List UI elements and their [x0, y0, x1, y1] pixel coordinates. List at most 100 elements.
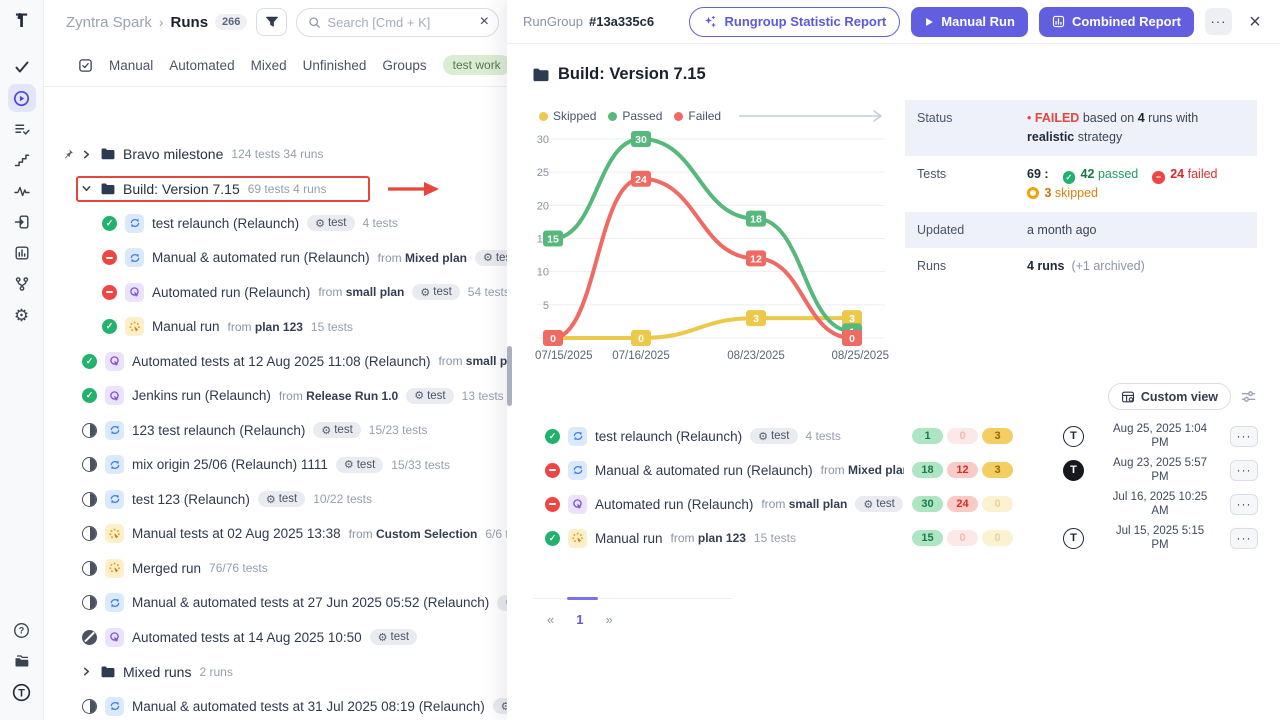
pagination-page-1[interactable]: 1	[576, 612, 584, 627]
rail-item-reports-icon[interactable]	[8, 239, 36, 267]
rungroup-statistic-report-button[interactable]: Rungroup Statistic Report	[689, 6, 901, 37]
tree-folder-row[interactable]: Mixed runs 2 runs	[44, 655, 507, 690]
rail-item-profile-icon[interactable]: T	[8, 678, 36, 706]
breadcrumb-page[interactable]: Runs	[170, 13, 209, 31]
row-more-button[interactable]: ···	[1230, 527, 1258, 549]
tree-run-row[interactable]: test 123 (Relaunch) ⚙ test 10/22 tests	[44, 482, 507, 517]
user-avatar[interactable]: T	[1063, 459, 1084, 481]
run-from: from Release Run 1.0	[278, 388, 399, 403]
rungroup-id: #13a335c6	[588, 14, 655, 29]
tree-run-row[interactable]: Manual & automated tests at 31 Jul 2025 …	[44, 689, 507, 719]
row-more-button[interactable]: ···	[1230, 493, 1258, 515]
tree-run-row[interactable]: Merged run 76/76 tests	[44, 551, 507, 586]
search-input[interactable]	[327, 14, 474, 30]
row-more-button[interactable]: ···	[1230, 459, 1258, 481]
tree-run-row[interactable]: Manual & automated run (Relaunch) from Mi…	[44, 241, 507, 276]
svg-text:25: 25	[537, 167, 549, 179]
tag-badge[interactable]: ⚙test	[313, 422, 361, 439]
rail-item-projects-icon[interactable]	[8, 647, 36, 675]
tree-run-row[interactable]: Automated tests at 14 Aug 2025 10:50 ⚙ tes…	[44, 620, 507, 655]
tree-run-row[interactable]: Jenkins run (Relaunch) from Release Run 1…	[44, 379, 507, 414]
svg-text:18: 18	[750, 214, 762, 226]
custom-view-button[interactable]: Custom view	[1107, 383, 1231, 410]
tree-run-row[interactable]: Automated run (Relaunch) from small plan ⚙…	[44, 275, 507, 310]
status-partial-icon	[82, 422, 97, 438]
combined-report-button[interactable]: Combined Report	[1038, 6, 1194, 37]
tag-badge[interactable]: ⚙test	[406, 387, 454, 404]
tag-badge[interactable]: ⚙test	[257, 491, 306, 508]
breadcrumb-project[interactable]: Zyntra Spark	[66, 13, 152, 31]
row-more-button[interactable]: ···	[1230, 425, 1258, 447]
app-logo-icon[interactable]: T	[16, 0, 28, 44]
automated-run-icon	[105, 386, 124, 406]
tag-badge[interactable]: ⚙test	[335, 456, 384, 473]
tag-badge[interactable]: ⚙test	[412, 284, 460, 301]
chevron-down-icon[interactable]	[82, 184, 93, 193]
rail-item-checklists-icon[interactable]	[8, 115, 36, 143]
tag-badge[interactable]: ⚙test	[855, 496, 903, 512]
rungroup-run-row[interactable]: Automated run (Relaunch) from small plan ⚙…	[545, 487, 1258, 521]
tag-badge[interactable]: ⚙test	[492, 698, 507, 715]
run-label: Manual & automated tests at 31 Jul 2025 …	[132, 698, 485, 714]
tree-run-row[interactable]: mix origin 25/06 (Relaunch) 1111 ⚙ test 15/…	[44, 448, 507, 483]
gear-icon: ⚙	[482, 252, 493, 265]
rail-item-milestones-icon[interactable]	[8, 146, 36, 174]
skipped-count-badge: 3	[982, 428, 1013, 444]
rungroup-run-row[interactable]: test relaunch (Relaunch) ⚙test 4 tests 103 T…	[545, 419, 1258, 453]
tab-unfinished[interactable]: Unfinished	[302, 57, 367, 73]
tab-groups[interactable]: Groups	[382, 57, 427, 73]
tree-folder-row[interactable]: Bravo milestone 124 tests 34 runs	[44, 137, 507, 172]
legend-item-skipped[interactable]: Skipped	[539, 109, 596, 123]
legend-item-failed[interactable]: Failed	[674, 109, 721, 123]
more-actions-button[interactable]: ···	[1205, 8, 1232, 35]
chevron-right-icon[interactable]	[82, 667, 93, 676]
filter-tag-badge[interactable]: test work	[442, 55, 511, 75]
user-avatar[interactable]: T	[1063, 527, 1084, 549]
run-from: from plan 123	[227, 319, 303, 334]
tree-run-row[interactable]: Manual tests at 02 Aug 2025 13:38 from Cu…	[44, 517, 507, 552]
tag-badge[interactable]: ⚙test	[474, 249, 507, 266]
rail-item-help-icon[interactable]: ?	[8, 616, 36, 644]
tab-mixed[interactable]: Mixed	[250, 57, 287, 73]
rail-item-branches-icon[interactable]	[8, 270, 36, 298]
tag-badge[interactable]: ⚙test	[369, 629, 418, 646]
legend-item-passed[interactable]: Passed	[608, 109, 662, 123]
svg-text:10: 10	[537, 267, 549, 279]
user-avatar[interactable]: T	[1063, 425, 1084, 447]
run-meta: 15 tests	[310, 319, 353, 334]
tree-run-row[interactable]: Automated tests at 12 Aug 2025 11:08 (Re…	[44, 344, 507, 379]
rail-item-settings-icon[interactable]: ⚙	[13, 305, 30, 325]
manual-run-button[interactable]: Manual Run	[911, 6, 1028, 37]
tree-folder-row[interactable]: Build: Version 7.15 69 tests 4 runs	[44, 172, 507, 207]
funnel-icon	[266, 16, 278, 27]
status-failed-text: FAILED	[1034, 111, 1080, 125]
search-clear-icon[interactable]: ×	[479, 13, 489, 30]
scrollbar-thumb[interactable]	[507, 346, 512, 406]
filter-button[interactable]	[256, 8, 288, 36]
mixed-run-icon	[105, 455, 124, 475]
tab-automated[interactable]: Automated	[169, 57, 235, 73]
close-panel-button[interactable]: ×	[1243, 12, 1267, 32]
bulk-select-icon[interactable]	[78, 58, 93, 73]
rail-item-imports-icon[interactable]	[8, 208, 36, 236]
rail-item-pulse-icon[interactable]	[8, 177, 36, 205]
pagination-prev[interactable]: «	[547, 612, 555, 627]
chevron-right-icon[interactable]	[82, 150, 93, 159]
search-box[interactable]: ×	[296, 7, 499, 37]
failed-count-badge: 0	[947, 428, 978, 444]
tab-manual[interactable]: Manual	[109, 57, 154, 73]
tag-badge[interactable]: ⚙test	[497, 594, 507, 611]
rungroup-run-row[interactable]: Manual & automated run (Relaunch) from Mi…	[545, 453, 1258, 487]
runs-panel: Zyntra Spark › Runs 266 × Manual Automate…	[44, 0, 511, 720]
tree-run-row[interactable]: Manual run from plan 123 15 tests	[44, 310, 507, 345]
rail-item-runs-icon[interactable]	[7, 84, 36, 112]
tree-run-row[interactable]: Manual & automated tests at 27 Jun 2025 …	[44, 586, 507, 621]
rail-item-tasks-icon[interactable]	[8, 53, 36, 81]
tree-run-row[interactable]: test relaunch (Relaunch) ⚙test 4 tests	[44, 206, 507, 241]
tree-run-row[interactable]: 123 test relaunch (Relaunch) ⚙ test 15/23 t…	[44, 413, 507, 448]
pagination-next[interactable]: »	[605, 612, 613, 627]
tag-badge[interactable]: ⚙test	[307, 215, 355, 232]
display-settings-icon[interactable]	[1241, 389, 1256, 404]
tag-badge[interactable]: ⚙test	[750, 428, 798, 444]
